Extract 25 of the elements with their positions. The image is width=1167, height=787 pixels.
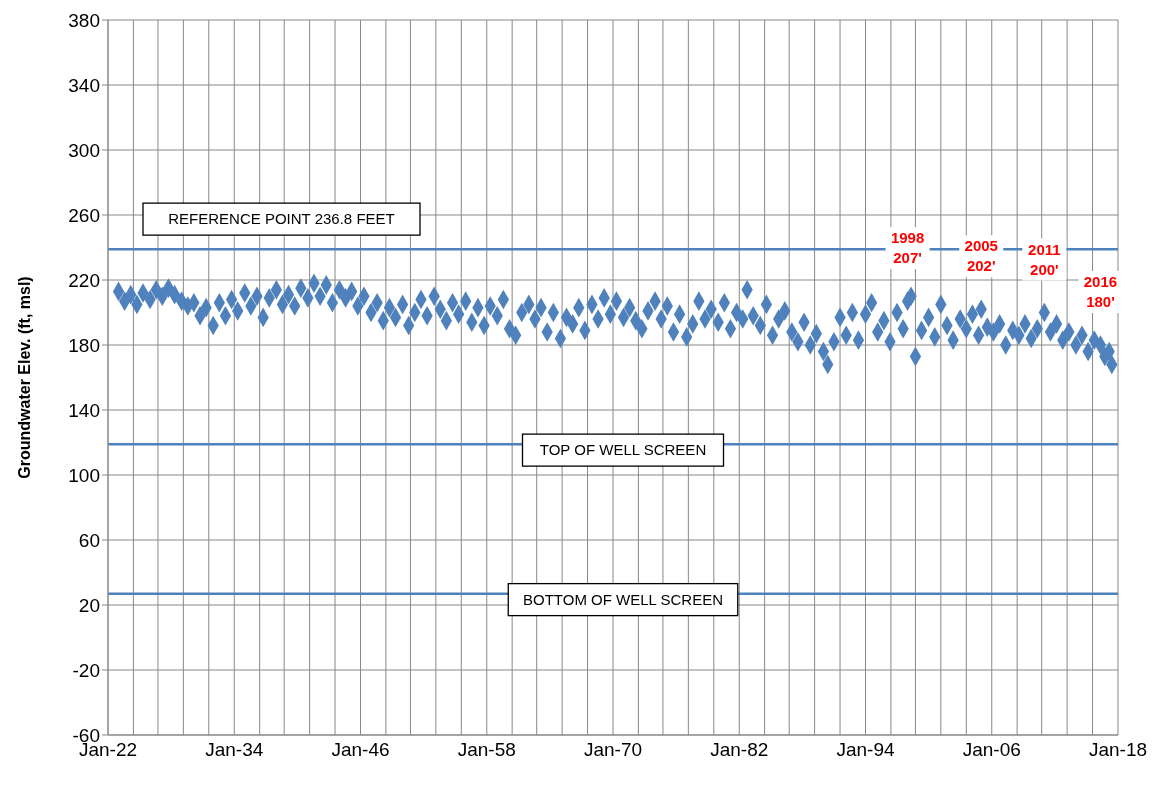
x-tick-label: Jan-46 (331, 739, 390, 761)
y-tick-label: 100 (68, 464, 100, 486)
y-tick-label: 140 (68, 399, 100, 421)
y-tick-label: 20 (78, 594, 100, 616)
y-tick-label: 260 (68, 204, 100, 226)
x-tick-label: Jan-94 (836, 739, 895, 761)
x-tick-label: Jan-70 (583, 739, 643, 761)
annotation: 2011 200' (1028, 240, 1061, 278)
y-tick-label: -20 (72, 659, 100, 681)
y-tick-label: 380 (68, 9, 100, 31)
x-tick-label: Jan-06 (962, 739, 1021, 761)
y-tick-label: 300 (68, 139, 100, 161)
y-tick-label: 340 (68, 74, 100, 96)
ref-line-label: TOP OF WELL SCREEN (539, 441, 707, 459)
y-tick-label: 60 (78, 529, 100, 551)
x-tick-label: Jan-18 (1088, 739, 1148, 761)
annotation: 2005 202' (964, 237, 998, 275)
y-tick-label: 180 (68, 334, 100, 356)
x-tick-label: Jan-82 (710, 739, 769, 761)
y-axis-title: Groundwater Elev. (ft, msl) (15, 276, 33, 479)
y-tick-label: 220 (68, 269, 100, 291)
ref-line-label: REFERENCE POINT 236.8 FEET (168, 210, 395, 228)
x-tick-label: Jan-34 (205, 739, 264, 761)
x-tick-label: Jan-58 (457, 739, 516, 761)
ref-line-label: BOTTOM OF WELL SCREEN (522, 590, 724, 608)
